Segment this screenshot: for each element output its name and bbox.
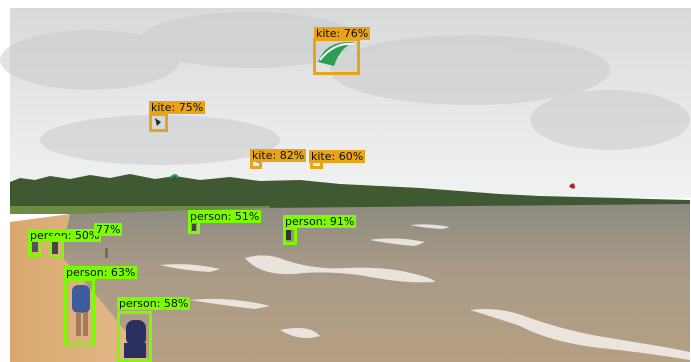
kite-detection-label: kite: 82% bbox=[250, 149, 307, 162]
kite-shapes bbox=[155, 41, 575, 189]
person-detection-label: person: 58% bbox=[117, 297, 191, 310]
kite-detection-label: kite: 75% bbox=[149, 101, 206, 114]
person-detection-box bbox=[64, 278, 95, 346]
grass-strip bbox=[10, 206, 270, 214]
kite-detection-box bbox=[149, 113, 168, 132]
kite-detection-label: kite: 60% bbox=[309, 150, 366, 163]
person-detection-label: person: 91% bbox=[283, 215, 357, 228]
clouds bbox=[0, 12, 690, 165]
person-detection-box bbox=[117, 311, 152, 362]
waves bbox=[160, 224, 690, 360]
tree-line bbox=[10, 174, 690, 210]
kite-detection-label: kite: 76% bbox=[314, 27, 371, 40]
person-detection-label: person: 51% bbox=[188, 210, 262, 223]
person-detection-label: person: 63% bbox=[64, 266, 138, 279]
person-detection-box bbox=[283, 227, 297, 245]
person-detection-box bbox=[49, 236, 64, 258]
person-detection-label: person: 50% bbox=[28, 229, 102, 242]
person-detection-label: 77% bbox=[94, 223, 123, 236]
person-figures bbox=[32, 224, 291, 358]
kite-detection-box bbox=[313, 38, 360, 75]
